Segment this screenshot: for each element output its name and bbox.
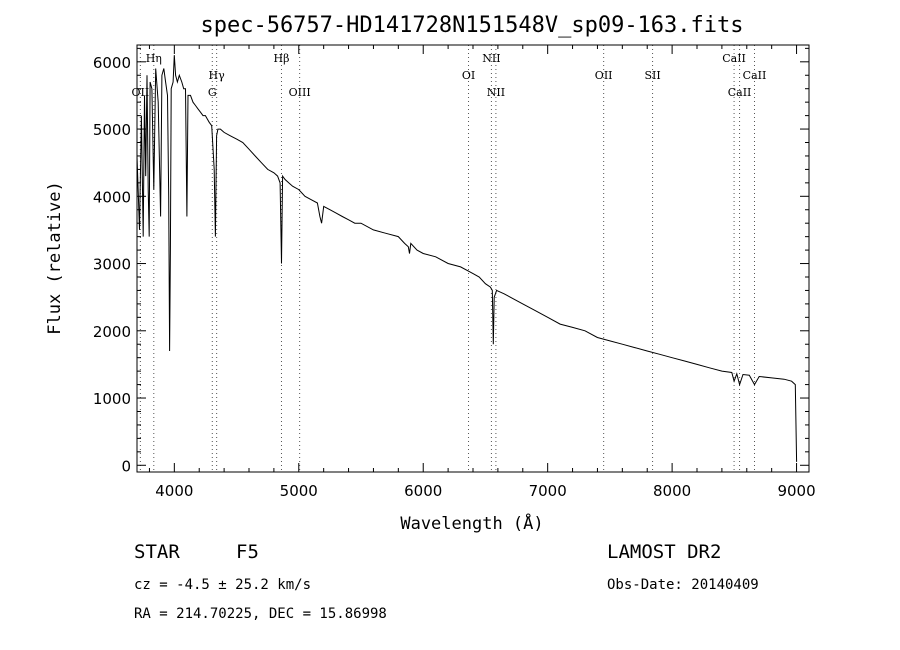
- x-tick-label-4: 8000: [653, 482, 691, 500]
- line-label-11: CaII: [722, 52, 746, 65]
- ra-dec-coordinates: RA = 214.70225, DEC = 15.86998: [134, 606, 387, 622]
- plot-frame: [136, 44, 810, 473]
- x-tick-label-1: 5000: [280, 482, 318, 500]
- spectrum-chart: spec-56757-HD141728N151548V_sp09-163.fit…: [45, 13, 816, 534]
- x-axis-label: Wavelength (Å): [400, 512, 543, 534]
- y-tick-label-5: 5000: [93, 121, 131, 139]
- line-label-1: Hη: [146, 52, 162, 65]
- y-tick-label-3: 3000: [93, 256, 131, 274]
- line-label-10: SII: [644, 69, 660, 82]
- x-axis-ticks: 4000 5000 6000 7000 8000 9000: [148, 45, 816, 500]
- line-label-4: Hβ: [274, 52, 290, 65]
- line-label-7: NII: [482, 52, 500, 65]
- observation-date: Obs-Date: 20140409: [607, 577, 759, 593]
- chart-title: spec-56757-HD141728N151548V_sp09-163.fit…: [200, 13, 743, 38]
- line-label-6: OI: [462, 69, 475, 82]
- y-tick-label-6: 6000: [93, 54, 131, 72]
- y-axis-label: Flux (relative): [45, 181, 65, 335]
- y-tick-label-0: 0: [121, 457, 131, 475]
- spectrum-line: [136, 55, 798, 462]
- x-tick-label-3: 7000: [529, 482, 567, 500]
- x-tick-label-5: 9000: [777, 482, 815, 500]
- line-label-3: G: [208, 86, 217, 99]
- x-tick-label-2: 6000: [404, 482, 442, 500]
- line-label-13: CaII: [743, 69, 767, 82]
- line-label-9: OII: [595, 69, 613, 82]
- line-label-8: NII: [487, 86, 505, 99]
- object-type: STAR: [134, 541, 180, 563]
- survey-name: LAMOST DR2: [607, 541, 722, 563]
- y-axis-ticks: 0 1000 2000 3000 4000 5000 6000: [93, 47, 809, 475]
- y-tick-label-4: 4000: [93, 188, 131, 206]
- y-tick-label-2: 2000: [93, 323, 131, 341]
- spectral-class: F5: [236, 541, 259, 563]
- line-label-5: OIII: [289, 86, 311, 99]
- redshift-cz: cz = -4.5 ± 25.2 km/s: [134, 577, 312, 593]
- line-label-2: Hγ: [209, 69, 226, 82]
- line-label-12: CaII: [728, 86, 752, 99]
- y-tick-label-1: 1000: [93, 390, 131, 408]
- x-tick-label-0: 4000: [155, 482, 193, 500]
